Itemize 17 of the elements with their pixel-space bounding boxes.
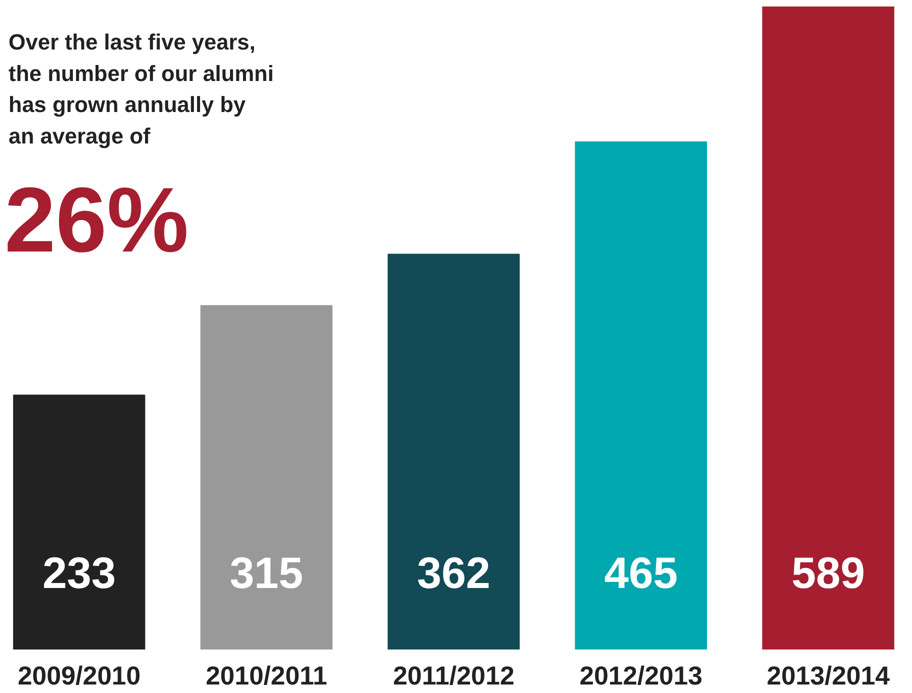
x-tick-label: 2010/2011: [206, 660, 328, 690]
data-label: 465: [604, 548, 678, 598]
data-label: 315: [230, 548, 304, 598]
annotation: 26%: [4, 170, 189, 272]
annotation: Over the last five years, the number of our alumni has grown annually by an average of: [8, 30, 274, 148]
x-tick-label: 2011/2012: [392, 660, 514, 690]
data-label: 362: [416, 548, 490, 598]
bar: [388, 254, 520, 650]
bar: [13, 394, 146, 650]
data-label: 233: [42, 548, 116, 598]
x-tick-label: 2009/2010: [18, 660, 141, 690]
data-label: 589: [792, 548, 865, 598]
x-tick-label: 2012/2013: [580, 660, 702, 690]
bar: [200, 305, 332, 650]
x-tick-label: 2013/2014: [766, 660, 890, 690]
bar: [574, 141, 708, 650]
bar: [762, 6, 894, 650]
